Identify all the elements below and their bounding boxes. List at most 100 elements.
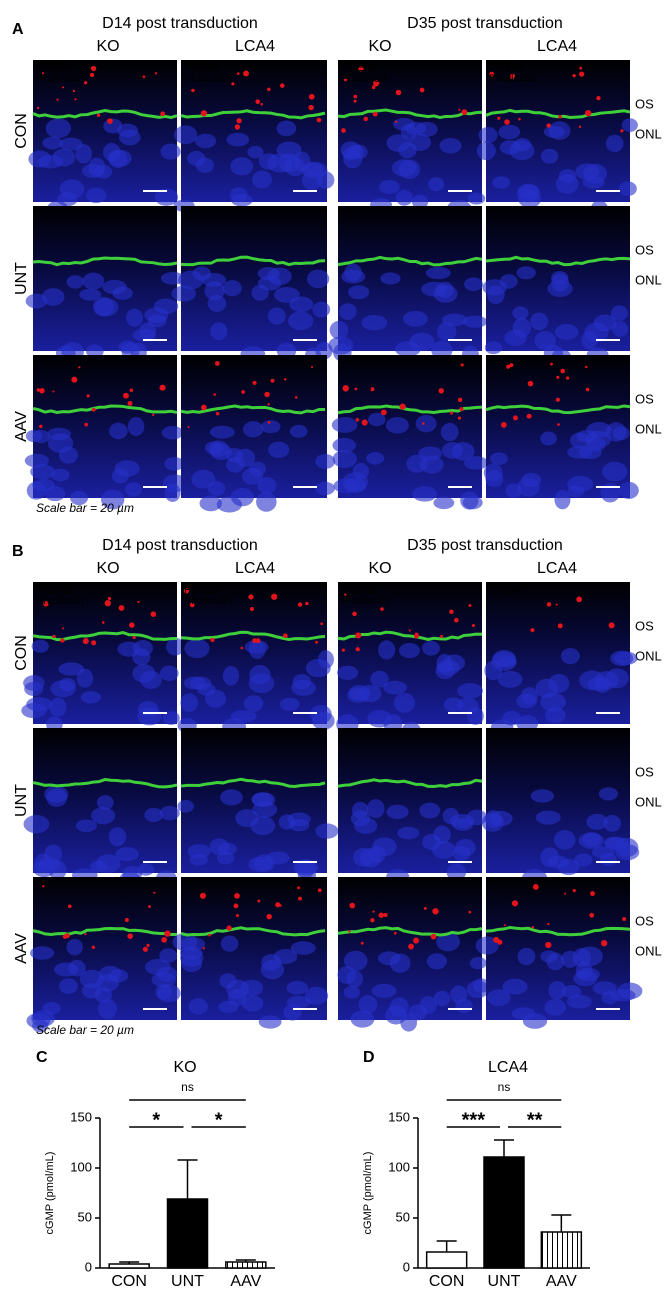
nucleus — [428, 177, 445, 192]
stain-label: PDE6β — [341, 584, 376, 596]
nucleus — [184, 638, 210, 659]
red-puncta — [509, 73, 516, 80]
bar — [225, 1261, 267, 1269]
nucleus — [53, 962, 79, 977]
nucleus — [164, 456, 185, 471]
nucleus — [544, 707, 566, 724]
nucleus — [257, 275, 282, 291]
red-puncta — [579, 66, 583, 70]
nucleus — [576, 967, 600, 982]
red-puncta — [200, 110, 208, 117]
red-puncta — [555, 397, 560, 402]
nucleus — [612, 321, 629, 337]
nucleus — [546, 952, 565, 971]
nucleus — [574, 853, 593, 867]
nucleus — [109, 422, 128, 440]
red-puncta — [413, 937, 420, 944]
red-puncta — [458, 108, 461, 111]
red-puncta — [84, 933, 87, 936]
nucleus — [605, 134, 624, 153]
red-puncta — [243, 70, 249, 77]
nucleus — [103, 118, 123, 134]
nucleus — [204, 281, 225, 301]
red-puncta — [556, 375, 560, 379]
nucleus — [535, 810, 561, 825]
nucleus — [385, 417, 409, 434]
phalloidin-line — [485, 108, 631, 120]
red-puncta — [531, 926, 535, 929]
nucleus — [454, 838, 476, 857]
nucleus — [497, 670, 523, 688]
red-puncta — [352, 611, 357, 617]
red-puncta — [489, 71, 495, 77]
nucleus — [32, 478, 56, 492]
nucleus — [252, 170, 272, 189]
nucleus — [399, 642, 420, 659]
nucleus — [309, 704, 332, 724]
y-axis-label: cGMP (pmol/mL) — [44, 1152, 56, 1235]
red-puncta — [161, 937, 168, 943]
nucleus — [591, 845, 615, 859]
nucleus — [582, 832, 602, 847]
stain-label: PDE6β — [184, 584, 219, 596]
nucleus — [177, 799, 195, 813]
red-puncta — [84, 422, 88, 427]
nucleus — [418, 446, 443, 461]
stain-label: PDE6α — [184, 62, 220, 74]
red-puncta — [585, 365, 588, 369]
significance-label: *** — [462, 1109, 486, 1131]
red-puncta — [550, 362, 553, 366]
red-puncta — [266, 913, 272, 920]
nucleus — [486, 989, 511, 1007]
red-puncta — [439, 634, 444, 639]
red-puncta — [383, 912, 388, 917]
nucleus — [267, 307, 286, 325]
nucleus — [582, 176, 605, 189]
red-puncta — [504, 119, 510, 125]
timepoint-header: D14 post transduction — [102, 537, 258, 554]
y-tick-label: 0 — [85, 1259, 92, 1274]
condition-label: AAV — [13, 411, 30, 442]
phalloidin-line — [32, 927, 178, 937]
nucleus — [187, 150, 206, 167]
red-puncta — [308, 104, 314, 111]
red-puncta — [608, 622, 615, 629]
red-puncta — [353, 99, 357, 103]
red-puncta — [497, 116, 501, 120]
nucleus — [358, 995, 378, 1014]
stain-label: PDE6α — [489, 62, 525, 74]
nucleus — [397, 826, 420, 840]
red-puncta — [101, 621, 105, 624]
nucleus — [379, 179, 400, 195]
red-puncta — [317, 888, 322, 893]
nucleus — [82, 272, 105, 290]
red-puncta — [107, 118, 113, 124]
nucleus — [230, 710, 257, 723]
red-puncta — [596, 95, 601, 101]
line-header: LCA4 — [537, 560, 577, 577]
nucleus — [402, 310, 428, 327]
red-puncta — [56, 98, 59, 101]
red-puncta — [41, 72, 45, 75]
nucleus — [383, 680, 407, 695]
red-puncta — [235, 913, 239, 918]
red-puncta — [214, 361, 220, 366]
red-puncta — [43, 601, 49, 607]
layer-label: ONL — [635, 943, 662, 958]
bar — [108, 1263, 150, 1269]
line-header: LCA4 — [537, 38, 577, 55]
nucleus — [42, 136, 63, 150]
nucleus — [367, 709, 392, 728]
micrograph — [26, 877, 181, 1033]
nucleus — [180, 948, 204, 968]
nucleus — [93, 296, 114, 317]
red-puncta — [278, 904, 282, 907]
stain-label: Phalloidin — [36, 73, 84, 85]
red-puncta — [91, 407, 96, 412]
nucleus — [289, 296, 314, 313]
micrograph — [337, 60, 486, 218]
significance-label: * — [215, 1109, 223, 1131]
nucleus — [276, 342, 297, 359]
nucleus — [315, 454, 336, 469]
nucleus — [296, 859, 316, 879]
